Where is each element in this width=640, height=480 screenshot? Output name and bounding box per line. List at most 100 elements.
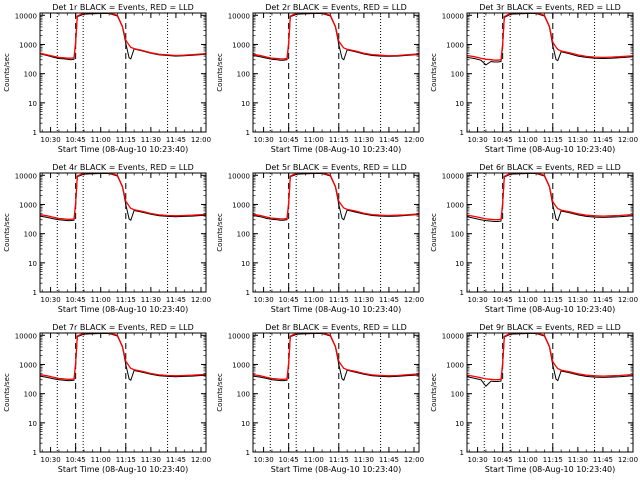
x-tick-label: 11:00 (518, 136, 538, 144)
x-axis-label: Start Time (08-Aug-10 10:23:40) (58, 305, 189, 314)
x-tick-label: 11:00 (304, 456, 324, 464)
x-tick-label: 11:00 (304, 296, 324, 304)
x-tick-label: 11:15 (543, 456, 563, 464)
y-tick-label: 1 (33, 449, 37, 457)
series-line-lld (40, 173, 206, 220)
y-tick-label: 10 (241, 100, 250, 108)
chart-panel-5: Det 5r BLACK = Events, RED = LLD Counts/s… (216, 163, 424, 314)
x-axis-label: Start Time (08-Aug-10 10:23:40) (485, 145, 616, 154)
x-axis-label: Start Time (08-Aug-10 10:23:40) (271, 145, 402, 154)
series-line-lld (467, 333, 633, 381)
series-line-events (467, 173, 633, 222)
y-tick-label: 100 (451, 71, 464, 79)
x-tick-label: 11:30 (354, 296, 374, 304)
x-tick-label: 10:45 (66, 456, 86, 464)
plot-data (253, 333, 419, 382)
x-tick-label: 10:45 (66, 136, 86, 144)
chart-panel-7: Det 7r BLACK = Events, RED = LLD Counts/s… (3, 323, 211, 474)
y-tick-label: 1000 (232, 361, 250, 369)
x-tick-label: 10:45 (493, 456, 513, 464)
y-tick-label: 10 (28, 100, 37, 108)
x-tick-label: 11:30 (354, 136, 374, 144)
y-tick-label: 10000 (15, 12, 37, 20)
x-axis-label: Start Time (08-Aug-10 10:23:40) (58, 465, 189, 474)
x-tick-label: 10:45 (279, 456, 299, 464)
y-tick-label: 1 (460, 129, 464, 137)
y-tick-label: 100 (451, 231, 464, 239)
y-tick-label: 1 (460, 289, 464, 297)
chart-panel-8: Det 8r BLACK = Events, RED = LLD Counts/s… (216, 323, 424, 474)
y-tick-label: 10000 (228, 332, 250, 340)
x-tick-label: 11:15 (329, 136, 349, 144)
x-tick-label: 11:45 (379, 296, 399, 304)
series-line-events (40, 13, 206, 61)
y-axis-label: Counts/sec (216, 53, 224, 92)
plot-frame (466, 332, 634, 453)
plot-frame (466, 12, 634, 133)
chart-title: Det 6r BLACK = Events, RED = LLD (479, 163, 621, 172)
y-tick-label: 10 (241, 420, 250, 428)
x-tick-label: 10:30 (253, 456, 273, 464)
y-tick-label: 1 (460, 449, 464, 457)
series-line-lld (253, 333, 419, 380)
chart-panel-4: Det 4r BLACK = Events, RED = LLD Counts/s… (3, 163, 211, 314)
y-tick-label: 10000 (442, 172, 464, 180)
plot-data (253, 173, 419, 221)
y-tick-label: 10 (28, 260, 37, 268)
y-tick-label: 10 (241, 260, 250, 268)
plot-frame (252, 332, 420, 453)
x-tick-label: 11:30 (568, 296, 588, 304)
x-tick-label: 11:15 (329, 296, 349, 304)
plot-data (40, 333, 206, 382)
y-tick-label: 100 (24, 231, 37, 239)
x-tick-label: 11:45 (379, 456, 399, 464)
x-tick-label: 11:30 (568, 136, 588, 144)
y-tick-label: 100 (237, 231, 250, 239)
y-tick-label: 1 (246, 449, 250, 457)
y-tick-label: 1000 (19, 41, 37, 49)
y-tick-label: 100 (237, 391, 250, 399)
plot-data (253, 13, 419, 61)
x-tick-label: 11:00 (91, 296, 111, 304)
x-tick-label: 11:00 (518, 296, 538, 304)
y-tick-label: 1 (246, 129, 250, 137)
y-tick-label: 10 (28, 420, 37, 428)
x-tick-label: 10:30 (40, 136, 60, 144)
chart-title: Det 5r BLACK = Events, RED = LLD (265, 163, 407, 172)
series-line-events (253, 13, 419, 61)
plot-data (467, 173, 633, 222)
x-tick-label: 11:30 (354, 456, 374, 464)
plot-data (40, 13, 206, 61)
x-tick-label: 11:00 (91, 456, 111, 464)
y-tick-label: 100 (237, 71, 250, 79)
x-tick-label: 11:00 (304, 136, 324, 144)
x-tick-label: 10:30 (40, 296, 60, 304)
x-tick-label: 11:15 (116, 136, 136, 144)
chart-title: Det 7r BLACK = Events, RED = LLD (52, 323, 194, 332)
y-tick-label: 1000 (446, 361, 464, 369)
plot-data (467, 13, 633, 66)
x-axis-label: Start Time (08-Aug-10 10:23:40) (485, 465, 616, 474)
y-tick-label: 1 (33, 129, 37, 137)
y-tick-label: 100 (24, 391, 37, 399)
x-tick-label: 12:00 (191, 136, 211, 144)
y-tick-label: 1 (246, 289, 250, 297)
x-tick-label: 12:00 (404, 296, 424, 304)
x-tick-label: 10:30 (253, 136, 273, 144)
y-axis-label: Counts/sec (216, 213, 224, 252)
x-tick-label: 11:15 (329, 456, 349, 464)
x-tick-label: 11:15 (543, 296, 563, 304)
y-tick-label: 100 (24, 71, 37, 79)
x-tick-label: 11:30 (141, 296, 161, 304)
x-tick-label: 11:30 (141, 136, 161, 144)
y-axis-label: Counts/sec (430, 373, 438, 412)
series-line-lld (467, 173, 633, 221)
chart-title: Det 9r BLACK = Events, RED = LLD (479, 323, 621, 332)
y-tick-label: 10 (455, 100, 464, 108)
y-tick-label: 10000 (228, 172, 250, 180)
x-tick-label: 10:45 (66, 296, 86, 304)
x-tick-label: 10:30 (467, 296, 487, 304)
x-tick-label: 12:00 (618, 456, 638, 464)
plot-frame (39, 12, 207, 133)
x-tick-label: 12:00 (404, 136, 424, 144)
